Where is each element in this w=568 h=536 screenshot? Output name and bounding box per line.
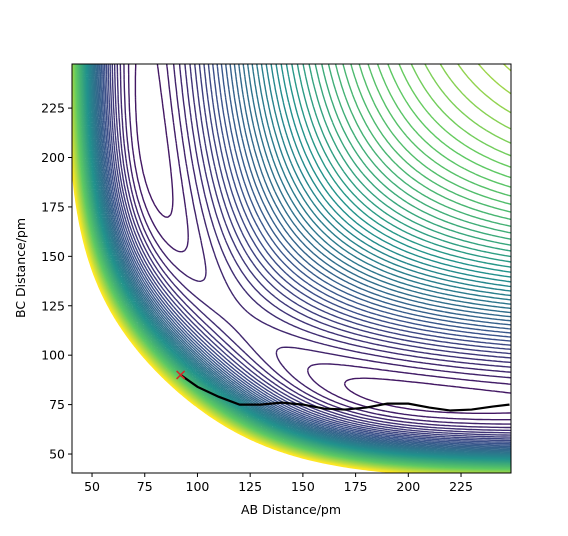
contour-line — [87, 64, 511, 459]
contour-line — [82, 64, 511, 463]
contour-line — [99, 64, 511, 448]
y-tick-label: 125 — [41, 298, 65, 313]
contour-line — [83, 64, 511, 463]
trajectory — [179, 374, 510, 412]
contour-line — [72, 168, 399, 473]
y-tick-label: 150 — [41, 249, 65, 264]
x-axis-label: AB Distance/pm — [241, 502, 341, 517]
contour-line — [103, 64, 511, 443]
contour-line — [100, 64, 511, 446]
y-tick-label: 100 — [41, 348, 65, 363]
x-tick-label: 75 — [137, 479, 153, 494]
contour-line — [91, 64, 511, 456]
x-tick-label: 125 — [238, 479, 262, 494]
axes-frame — [71, 63, 512, 474]
y-tick-label: 75 — [49, 397, 65, 412]
y-axis-label: BC Distance/pm — [13, 218, 28, 318]
contour-line — [86, 64, 511, 460]
contour-line — [94, 64, 511, 452]
contour-line — [107, 64, 511, 440]
contour-line — [95, 64, 511, 451]
contour-line — [105, 64, 511, 442]
y-tick-label: 175 — [41, 199, 65, 214]
contour-line — [102, 64, 511, 445]
contour-line — [111, 64, 511, 436]
start-marker — [176, 370, 186, 380]
x-tick-label: 50 — [84, 479, 100, 494]
x-tick-label: 200 — [396, 479, 420, 494]
contour-line — [89, 64, 511, 457]
x-tick-label: 175 — [344, 479, 368, 494]
contour-line — [88, 64, 511, 457]
x-tick-label: 100 — [186, 479, 210, 494]
contour-line — [92, 64, 511, 455]
y-tick-label: 200 — [41, 150, 65, 165]
y-tick-label: 50 — [49, 447, 65, 462]
contour-line — [109, 64, 511, 438]
plot-area — [72, 64, 511, 473]
contour-line — [84, 64, 511, 462]
contour-line — [134, 64, 511, 414]
y-tick-label: 225 — [41, 101, 65, 116]
contour-line — [98, 64, 511, 449]
contour-line — [85, 64, 511, 461]
contour-line — [127, 64, 511, 421]
contour-line — [116, 64, 511, 432]
contour-line — [96, 64, 511, 450]
contour-line — [88, 64, 511, 458]
contour-line — [123, 64, 511, 425]
x-tick-label: 225 — [449, 479, 473, 494]
contour-line — [119, 64, 511, 429]
x-tick-label: 150 — [291, 479, 315, 494]
contour-line — [113, 64, 511, 434]
